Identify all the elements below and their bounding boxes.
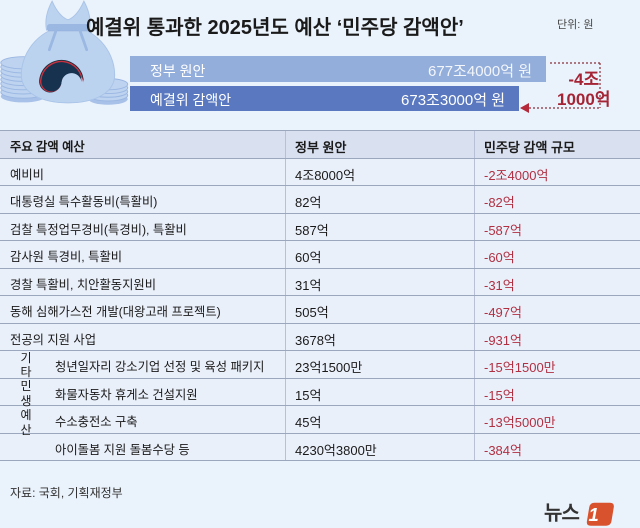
- svg-text:뉴스: 뉴스: [544, 503, 580, 525]
- svg-text:1: 1: [588, 504, 598, 525]
